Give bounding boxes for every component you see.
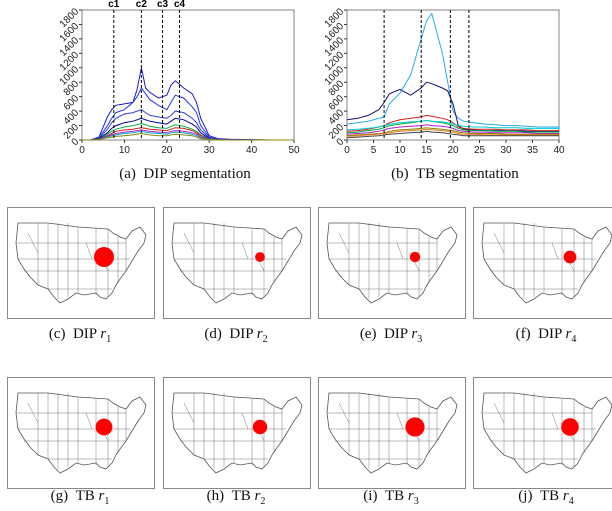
usa-outline	[481, 392, 612, 474]
usa-outline	[481, 222, 612, 304]
tb-chart-xtick-label: 15	[421, 145, 433, 156]
map-e-dot	[409, 251, 421, 263]
tb-chart-xtick-label: 40	[553, 145, 565, 156]
dip-chart-xtick-label: 10	[119, 145, 131, 156]
map-c-dot	[94, 247, 114, 267]
dip-chart-xtick-label: 30	[204, 145, 216, 156]
tb-chart-series-line-9	[346, 130, 559, 139]
state-border	[551, 412, 559, 430]
dip-chart-xtick-label: 0	[79, 145, 85, 156]
state-border	[493, 402, 505, 424]
state-border	[396, 242, 404, 260]
state-border	[85, 242, 93, 260]
map-c	[7, 207, 155, 319]
caption-d: (d) DIP r2	[204, 326, 268, 345]
state-border	[396, 412, 404, 430]
map-i	[318, 377, 466, 489]
usa-outline	[326, 392, 458, 474]
dip-chart-xtick-label: 40	[246, 145, 258, 156]
caption-b: (b) TB segmentation	[391, 166, 519, 182]
state-border	[551, 242, 559, 260]
tb-chart-xtick-label: 35	[527, 145, 539, 156]
map-h-dot	[252, 419, 268, 435]
tb-chart-xtick-label: 25	[474, 145, 486, 156]
caption-g: (g) TB r1	[50, 488, 110, 507]
map-c-svg	[15, 222, 147, 304]
map-i-dot	[405, 417, 425, 437]
map-j-svg	[481, 392, 612, 474]
state-border	[85, 412, 93, 430]
map-g-svg	[15, 392, 147, 474]
state-border	[338, 232, 350, 254]
state-border	[183, 232, 195, 254]
caption-e: (e) DIP r3	[359, 326, 423, 345]
map-j	[473, 377, 612, 489]
state-border	[493, 232, 505, 254]
state-border	[27, 232, 39, 254]
usa-outline	[326, 222, 458, 304]
caption-c: (c) DIP r1	[48, 326, 112, 345]
tb-chart-xtick-label: 0	[344, 145, 350, 156]
map-g-dot	[95, 418, 113, 436]
map-d	[163, 207, 311, 319]
tb-chart-series-line-8	[346, 128, 559, 137]
tb-chart-xtick-label: 20	[447, 145, 459, 156]
map-f-svg	[481, 222, 612, 304]
usa-outline	[15, 392, 147, 474]
map-f	[473, 207, 612, 319]
state-border	[183, 402, 195, 424]
usa-outline	[171, 392, 303, 474]
dip-chart-cut-label: c4	[174, 0, 186, 10]
map-f-dot	[563, 250, 577, 264]
map-h-svg	[171, 392, 303, 474]
map-g	[7, 377, 155, 489]
dip-chart-xtick-label: 50	[288, 145, 300, 156]
caption-i: (i) TB r3	[363, 488, 419, 507]
caption-j: (j) TB r4	[518, 488, 574, 507]
state-border	[241, 412, 249, 430]
map-i-svg	[326, 392, 458, 474]
usa-outline	[15, 222, 147, 304]
dip-chart-cut-label: c2	[136, 0, 148, 10]
tb-chart-xtick-label: 30	[500, 145, 512, 156]
map-d-dot	[255, 252, 265, 262]
dip-chart-xtick-label: 20	[161, 145, 173, 156]
map-d-svg	[171, 222, 303, 304]
state-border	[27, 402, 39, 424]
map-j-dot	[561, 418, 579, 436]
state-border	[241, 242, 249, 260]
map-e-svg	[326, 222, 458, 304]
tb-chart-xtick-label: 10	[394, 145, 406, 156]
dip-chart-cut-label: c1	[108, 0, 120, 10]
usa-outline	[171, 222, 303, 304]
state-border	[338, 402, 350, 424]
caption-h: (h) TB r2	[206, 488, 266, 507]
map-h	[163, 377, 311, 489]
caption-f: (f) DIP r4	[515, 326, 577, 345]
tb-chart-series-line-5	[346, 124, 559, 135]
dip-chart-frame	[81, 9, 295, 141]
tb-chart-xtick-label: 5	[371, 145, 377, 156]
dip-chart-cut-label: c3	[157, 0, 169, 10]
caption-a: (a) DIP segmentation	[119, 166, 251, 182]
tb-chart-frame	[346, 9, 560, 141]
map-e	[318, 207, 466, 319]
